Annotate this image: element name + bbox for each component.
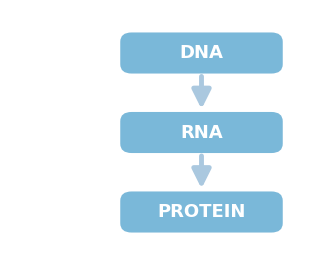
FancyBboxPatch shape: [120, 191, 283, 233]
Text: DNA: DNA: [179, 44, 224, 62]
FancyBboxPatch shape: [120, 112, 283, 153]
Text: RNA: RNA: [180, 123, 223, 142]
Text: PROTEIN: PROTEIN: [157, 203, 246, 221]
FancyBboxPatch shape: [120, 32, 283, 73]
